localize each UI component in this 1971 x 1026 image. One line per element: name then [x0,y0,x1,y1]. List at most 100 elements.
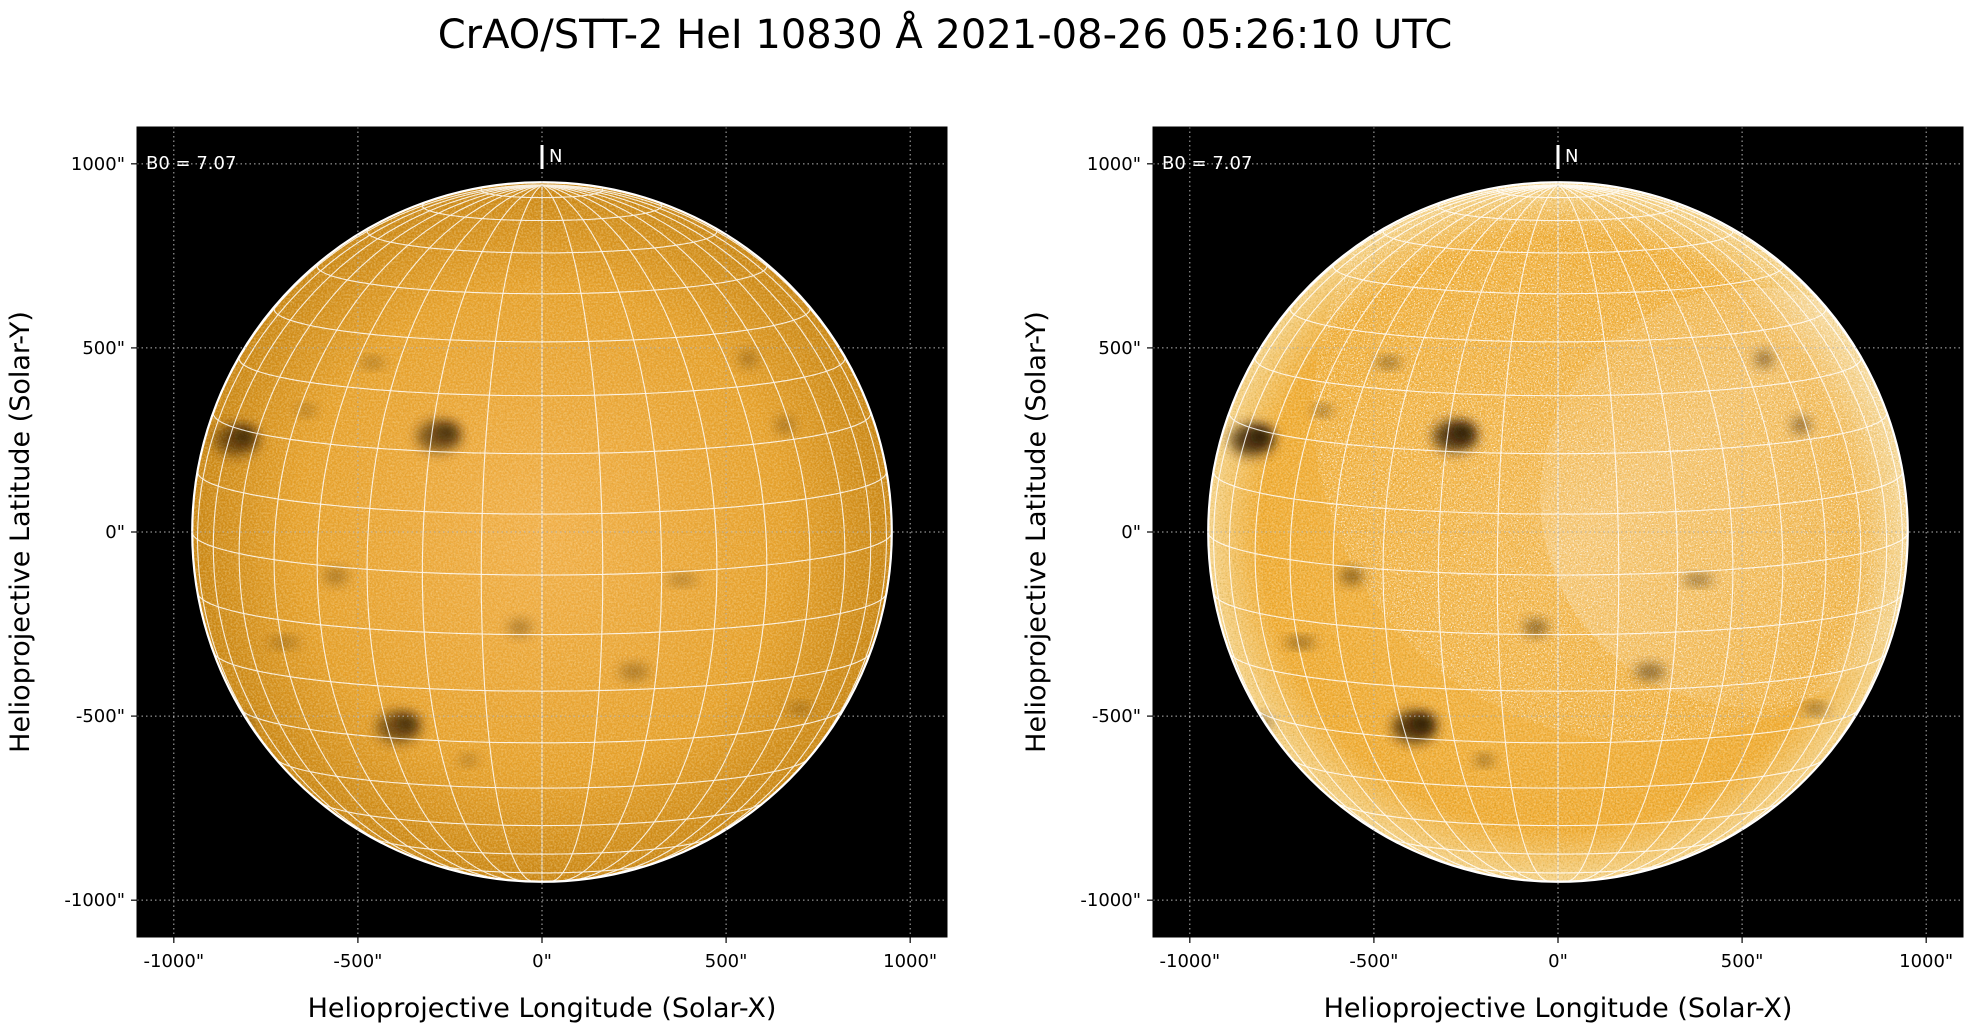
parallel-line [429,862,655,874]
panel-original: -1000" -500" 0" 500" 1000" 1000" 500" 0" -500" -1… [5,126,948,1024]
heliographic-grid [192,184,892,882]
dark-feature [1285,637,1316,648]
parallel-line [1291,758,1825,789]
y-tick-label: -1000" [1080,890,1141,911]
parallel-line [275,758,809,789]
parallel-line [1208,531,1908,576]
north-label: N [1565,146,1578,167]
dark-feature [1475,755,1494,766]
meridian-line [1254,184,1559,875]
parallel-line [197,593,887,636]
parallel-line [366,227,718,254]
parallel-line [1496,188,1620,199]
x-tick-label: 0" [1548,951,1568,972]
meridian-line [541,184,663,882]
meridian-line [316,184,543,881]
dark-feature [297,405,316,416]
parallel-line [1228,411,1888,455]
x-tick-label: -1000" [144,951,205,972]
parallel-line [1437,202,1679,222]
parallel-line [1388,837,1728,855]
meridian-line [366,184,543,881]
x-tick-label: 1000" [1899,951,1953,972]
y-axis-label: Helioprojective Latitude (Solar-Y) [5,311,36,753]
parallel-line [1256,709,1860,744]
parallel-line [1213,593,1903,636]
x-tick-label: 1000" [883,951,937,972]
parallel-line [192,531,892,576]
meridian-line [1557,184,1862,875]
y-tick-label: -1000" [64,890,125,911]
dark-feature [619,663,650,680]
meridian-line [541,184,718,881]
filament-northeast [1432,420,1477,453]
dark-feature [360,357,385,368]
filament-northeast [416,420,461,453]
dark-feature [459,755,478,766]
meridian-line [238,184,543,875]
parallel-line [1254,355,1862,397]
meridian-line [1496,184,1559,882]
parallel-line [240,709,844,744]
y-tick-label: 500" [1098,338,1141,359]
meridian-line [541,184,768,881]
dark-feature [323,568,348,585]
north-indicator: N [1556,145,1578,169]
meridian-line [1332,184,1559,881]
meridian-line [480,184,543,882]
north-indicator: N [540,145,562,169]
parallel-line [212,411,872,455]
parallel-line [421,202,663,222]
b0-annotation: B0 = 7.07 [146,153,236,174]
panel-enhanced: -1000" -500" 0" 500" 1000" 1000" 500" 0" -500" -1… [1021,126,1964,1024]
parallel-line [238,355,846,397]
x-tick-label: 500" [1721,951,1764,972]
dark-feature [1792,417,1810,434]
parallel-line [273,306,811,343]
sunspot-southeast [1392,711,1437,744]
meridian-line [541,184,604,882]
x-tick-label: -1000" [1160,951,1221,972]
parallel-line [372,837,712,855]
dark-feature [1803,703,1828,714]
parallel-line [1229,653,1887,692]
dark-feature [1635,663,1666,680]
meridian-line [421,184,543,882]
dark-feature [1682,574,1713,585]
dark-feature [739,350,758,367]
y-tick-label: 1000" [71,154,125,175]
y-tick-label: 0" [105,522,125,543]
meridian-line [541,184,846,875]
dark-feature [269,637,300,648]
x-axis-label: Helioprojective Longitude (Solar-X) [308,993,777,1024]
y-axis-label: Helioprojective Latitude (Solar-Y) [1021,311,1052,753]
dark-feature [666,574,697,585]
dark-feature [1755,350,1774,367]
x-axis-label: Helioprojective Longitude (Solar-X) [1324,993,1793,1024]
b0-annotation: B0 = 7.07 [1162,153,1252,174]
y-tick-label: 0" [1121,522,1141,543]
x-tick-label: 500" [705,951,748,972]
meridian-line [1437,184,1559,882]
axes-gridlines [1153,127,1963,937]
dark-feature [1376,357,1401,368]
dark-feature [507,619,532,636]
dark-feature [1313,405,1332,416]
meridian-line [1557,184,1784,881]
parallel-line [1445,862,1671,874]
parallel-line [1382,227,1734,254]
x-tick-label: 0" [532,951,552,972]
y-tick-label: 500" [82,338,125,359]
y-tick-label: -500" [1092,706,1141,727]
sunspot-southeast [376,711,421,744]
meridian-line [1557,184,1734,881]
figure-title: CrAO/STT-2 HeI 10830 Å 2021-08-26 05:26:… [437,12,1453,58]
y-tick-label: 1000" [1087,154,1141,175]
meridian-line [1382,184,1559,881]
meridian-line [1557,184,1620,882]
heliographic-grid [1208,184,1908,882]
dark-feature [1523,619,1548,636]
north-label: N [549,146,562,167]
meridian-line [1557,184,1679,882]
